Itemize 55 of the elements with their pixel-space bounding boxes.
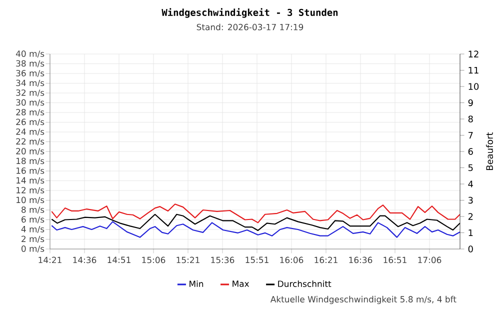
y2-tick-label: 9 <box>468 99 473 106</box>
y-tick-label: 22 m/s <box>16 138 44 146</box>
x-tick-label: 16:21 <box>314 256 338 264</box>
y2-tick-label: 1 <box>468 229 473 236</box>
x-tick-label: 17:06 <box>418 256 442 264</box>
y2-tick-label: 3 <box>468 196 473 204</box>
y-tick-label: 36 m/s <box>16 70 44 78</box>
y-tick-label: 30 m/s <box>16 99 44 106</box>
y2-tick-label: 0 <box>468 246 473 252</box>
y-tick-label: 20 m/s <box>16 148 44 156</box>
x-tick-label: 16:36 <box>349 256 372 264</box>
x-tick-label: 16:51 <box>384 256 406 264</box>
y2-tick-label: 10 <box>468 83 479 90</box>
x-tick-label: 16:06 <box>280 256 304 264</box>
y-tick-label: 26 m/s <box>16 118 44 126</box>
y-tick-label: 10 m/s <box>16 196 44 204</box>
y-tick-label: 28 m/s <box>16 108 44 116</box>
x-tick-label: 15:06 <box>142 256 166 264</box>
y2-tick-label: 12 <box>468 50 478 58</box>
y-tick-label: 8 m/s <box>22 206 44 214</box>
y-tick-label: 12 m/s <box>16 186 44 194</box>
chart-title: Windgeschwindigkeit - 3 Stunden <box>162 8 338 18</box>
y2-axis-title: Beaufort <box>486 132 493 170</box>
y-tick-label: 4 m/s <box>21 226 44 233</box>
y-tick-label: 14 m/s <box>16 177 44 184</box>
y-tick-label: 40 m/s <box>16 50 44 58</box>
y-tick-label: 24 m/s <box>16 128 44 136</box>
y2-tick-label: 2 <box>468 213 473 220</box>
y2-tick-label: 7 <box>468 132 473 139</box>
legend-label: Min <box>190 280 204 287</box>
legend-label: Max <box>232 280 250 287</box>
text: Aktuelle Windgeschwindigkeit 5.8 m/s, 4 bft <box>270 296 456 304</box>
y2-tick-label: 4 <box>468 180 473 188</box>
chart-subtitle: Stand: 2026-03-17 17:19 <box>196 24 304 30</box>
y2-tick-label: 8 <box>468 116 473 122</box>
y-tick-label: 34 m/s <box>16 80 44 87</box>
y-tick-label: 16 m/s <box>16 167 44 175</box>
y2-tick-label: 5 <box>468 164 473 172</box>
y2-tick-label: 11 <box>468 66 478 74</box>
y-tick-label: 18 m/s <box>16 158 44 165</box>
x-tick-label: 15:21 <box>176 256 200 264</box>
line-series <box>51 221 460 238</box>
y2-tick-label: 6 <box>468 148 473 155</box>
y-tick-label: 2 m/s <box>22 236 44 243</box>
line-series <box>51 204 460 224</box>
y-tick-label: 38 m/s <box>16 60 44 68</box>
y-tick-label: 6 m/s <box>22 216 44 224</box>
x-tick-label: 14:51 <box>108 256 130 264</box>
x-tick-label: 15:51 <box>246 256 268 264</box>
x-tick-label: 14:21 <box>38 256 62 264</box>
legend-label: Durchschnitt <box>278 280 332 288</box>
y-tick-label: 0 m/s <box>22 245 44 253</box>
y-tick-label: 32 m/s <box>16 89 44 97</box>
x-tick-label: 15:36 <box>211 256 234 264</box>
x-tick-label: 14:36 <box>73 256 96 264</box>
